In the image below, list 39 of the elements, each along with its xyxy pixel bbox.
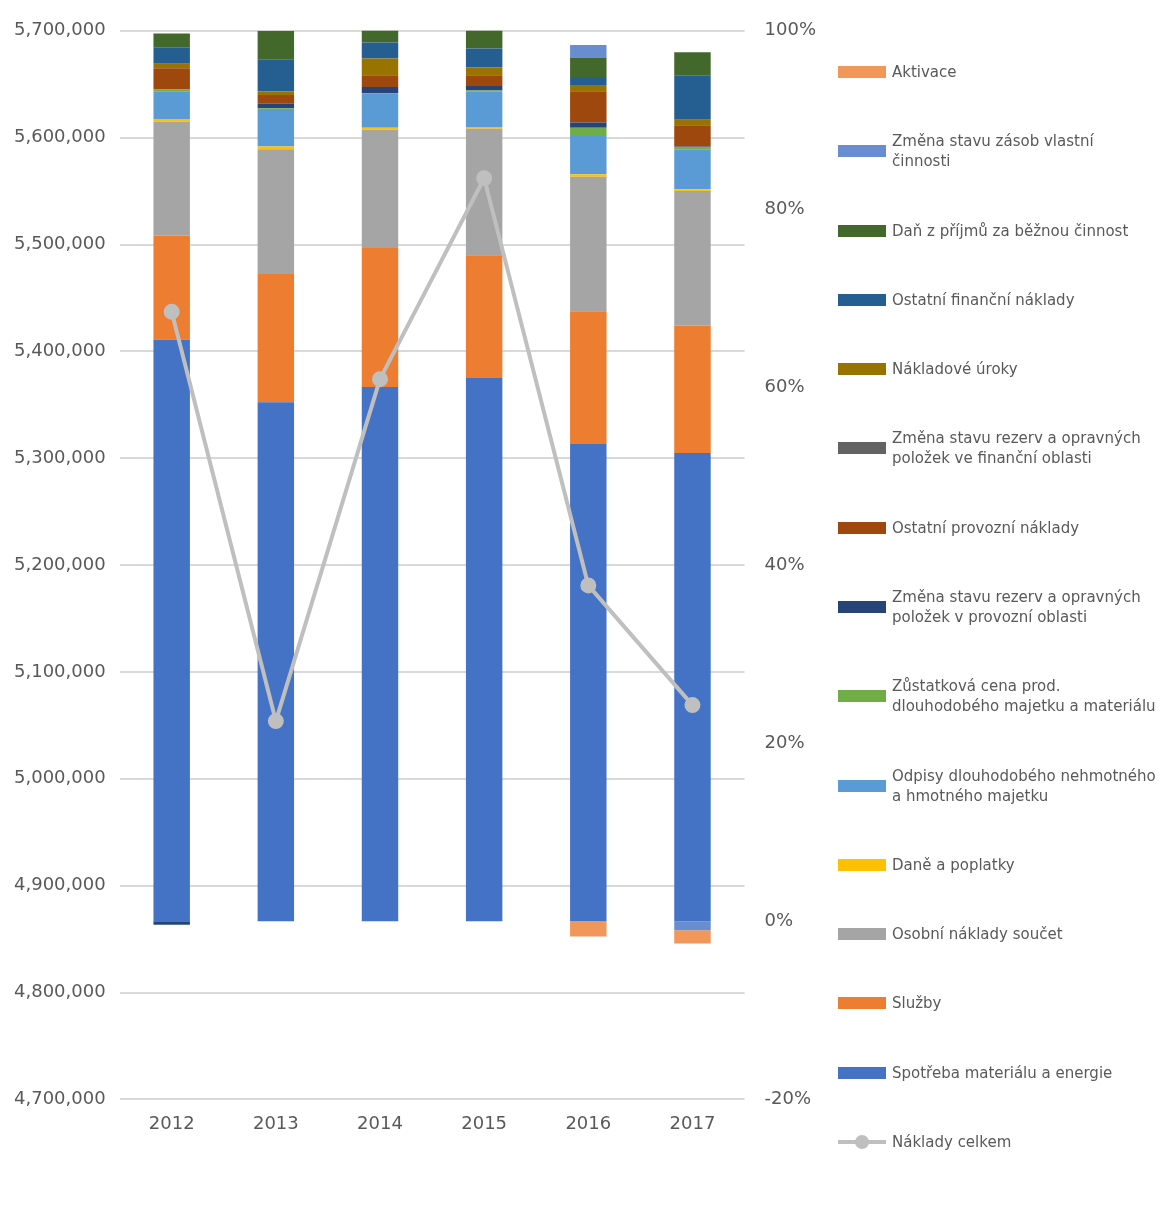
legend-label: Odpisy dlouhodobého nehmotného a hmotného majetku [892,765,1156,806]
legend-label: Daň z příjmů za běžnou činnost [892,220,1129,241]
x-tick-label: 2017 [669,1111,716,1133]
legend-label: Ostatní provozní náklady [892,517,1080,538]
y2-tick-label: 20% [764,730,805,752]
legend-label: Zůstatková cena prod. dlouhodobého majetku a materiálu [892,676,1156,717]
y-tick-label: 5,300,000 [14,445,106,467]
y-tick-label: 5,700,000 [14,18,106,40]
y-tick-label: 4,800,000 [14,980,106,1002]
y2-tick-label: 100% [764,18,817,40]
legend-label: Spotřeba materiálu a energie [892,1062,1113,1083]
y-tick-label: 5,600,000 [14,125,106,147]
y-tick-label: 4,700,000 [14,1087,106,1109]
y-tick-label: 5,400,000 [14,339,106,361]
y-tick-label: 4,900,000 [14,873,106,895]
y2-tick-label: 40% [764,552,805,574]
legend-label: Změna stavu rezerv a opravných položek v provozní oblasti [892,586,1142,627]
legend-label: Daně a poplatky [892,854,1015,875]
y2-tick-label: -20% [764,1087,812,1109]
y-tick-label: 5,200,000 [14,552,106,574]
legend-label: Změna stavu rezerv a opravných položek ve finanční oblasti [892,428,1142,469]
x-tick-label: 2016 [565,1111,612,1133]
legend-label: Osobní náklady součet [892,924,1063,945]
legend-label: Služby [892,993,942,1014]
legend-label: Aktivace [892,62,957,82]
y2-tick-label: 80% [764,196,805,218]
x-tick-label: 2015 [461,1111,508,1133]
y2-tick-label: 60% [764,374,805,396]
y-tick-label: 5,000,000 [14,766,106,788]
x-tick-label: 2013 [252,1111,299,1133]
y-tick-label: 5,500,000 [14,232,106,254]
legend-label: Změna stavu zásob vlastní činnosti [892,131,1095,172]
x-tick-label: 2012 [148,1111,195,1133]
legend-label: Ostatní finanční náklady [892,289,1075,310]
x-tick-label: 2014 [357,1111,403,1133]
y-tick-label: 5,100,000 [14,659,106,681]
legend-label: Náklady celkem [892,1131,1012,1152]
y2-tick-label: 0% [764,908,794,930]
legend-label: Nákladové úroky [892,359,1018,380]
